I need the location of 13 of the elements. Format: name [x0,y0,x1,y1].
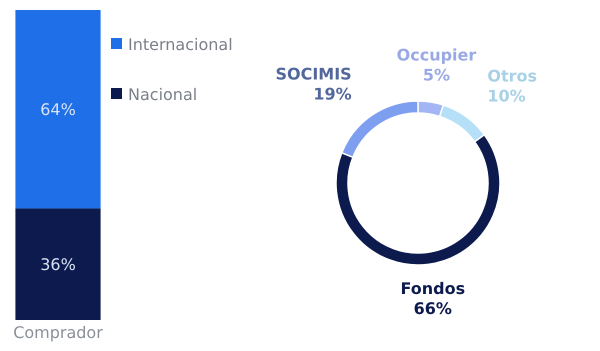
data-label: 5% [422,65,450,84]
data-label: 66% [414,299,452,318]
data-label: 64% [40,100,76,120]
slice-label: Otros [487,66,538,86]
slice-label: Occupier [396,45,476,64]
data-label: 36% [40,255,76,274]
data-label: 19% [313,84,352,104]
legend-label: Nacional [128,85,198,104]
legend-label: Internacional [128,35,233,54]
slice-label: SOCIMIS [275,64,352,84]
x-tick-label: Comprador [13,323,104,342]
data-label: 10% [487,86,526,106]
slice-label: Fondos [400,279,466,298]
